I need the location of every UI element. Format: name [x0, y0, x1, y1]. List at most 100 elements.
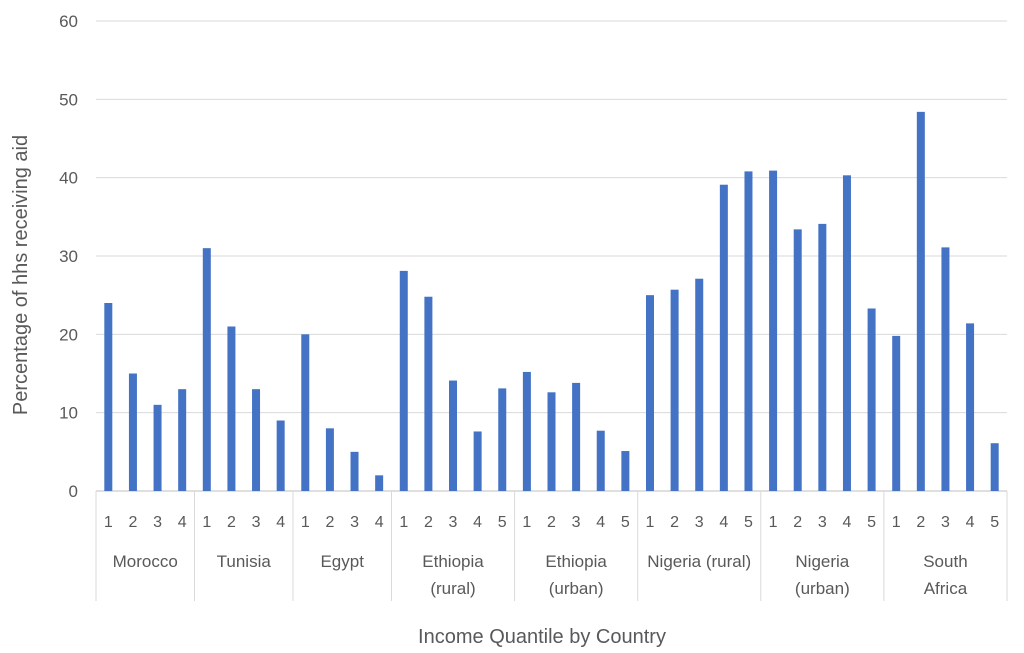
x-group-label: (urban)	[549, 579, 604, 598]
bar	[645, 295, 654, 491]
bar	[572, 382, 581, 491]
bar	[818, 223, 827, 491]
bar	[522, 371, 531, 491]
x-quantile-label: 2	[128, 514, 137, 531]
x-quantile-label: 5	[867, 514, 876, 531]
bar	[128, 373, 137, 491]
x-quantile-label: 3	[695, 514, 704, 531]
x-quantile-label: 1	[399, 514, 408, 531]
bar	[867, 308, 876, 491]
bar	[276, 420, 285, 491]
y-tick-label: 30	[59, 247, 78, 266]
y-tick-label: 20	[59, 325, 78, 344]
bar	[719, 184, 728, 491]
x-quantile-label: 3	[350, 514, 359, 531]
x-group-label: Nigeria (rural)	[647, 552, 751, 571]
x-group-label: (urban)	[795, 579, 850, 598]
x-group-label: Egypt	[320, 552, 364, 571]
bar	[399, 270, 408, 491]
y-axis-ticks: 0 10 20 30 40 50 60	[59, 12, 78, 501]
x-quantile-label: 2	[227, 514, 236, 531]
bar	[941, 247, 950, 491]
bar	[301, 334, 310, 491]
y-tick-label: 10	[59, 404, 78, 423]
x-quantile-label: 2	[547, 514, 556, 531]
x-quantile-label: 2	[793, 514, 802, 531]
bar	[695, 278, 704, 491]
x-quantile-label: 2	[424, 514, 433, 531]
x-quantile-label: 4	[719, 514, 728, 531]
x-group-label: Morocco	[113, 552, 178, 571]
bar	[621, 451, 630, 491]
bar	[424, 296, 433, 491]
bar	[350, 451, 359, 491]
bar	[916, 111, 925, 491]
x-quantile-label: 3	[252, 514, 261, 531]
bar	[104, 303, 113, 491]
x-quantile-label: 3	[941, 514, 950, 531]
x-quantile-label: 4	[596, 514, 605, 531]
y-tick-label: 40	[59, 169, 78, 188]
y-tick-label: 0	[69, 482, 78, 501]
x-quantile-label: 5	[990, 514, 999, 531]
x-quantile-label: 1	[769, 514, 778, 531]
x-quantile-label: 3	[153, 514, 162, 531]
bar	[325, 428, 334, 491]
x-quantile-label: 5	[621, 514, 630, 531]
x-quantile-label: 4	[375, 514, 384, 531]
x-quantile-label: 3	[572, 514, 581, 531]
x-quantile-label: 2	[916, 514, 925, 531]
bar	[769, 170, 778, 491]
bar	[227, 326, 236, 491]
x-quantile-label: 1	[202, 514, 211, 531]
x-group-label: Tunisia	[217, 552, 272, 571]
x-quantile-label: 3	[818, 514, 827, 531]
bar	[449, 380, 458, 491]
x-quantile-label: 4	[178, 514, 187, 531]
y-axis-title: Percentage of hhs receiving aid	[10, 135, 32, 415]
x-group-label: Nigeria	[795, 552, 849, 571]
bar	[793, 229, 802, 491]
x-quantile-label: 2	[670, 514, 679, 531]
x-group-label: (rural)	[430, 579, 475, 598]
bar	[178, 389, 187, 491]
bar	[375, 475, 384, 491]
x-group-label: Ethiopia	[422, 552, 484, 571]
x-quantile-label: 5	[744, 514, 753, 531]
x-group-label: Ethiopia	[545, 552, 607, 571]
x-quantile-label: 1	[646, 514, 655, 531]
x-group-label: South	[923, 552, 967, 571]
x-quantile-label: 4	[473, 514, 482, 531]
bar	[744, 171, 753, 491]
bar	[473, 431, 482, 491]
bar	[990, 443, 999, 491]
x-quantile-label: 1	[104, 514, 113, 531]
bar	[670, 289, 679, 491]
bars	[104, 111, 999, 492]
bar	[202, 248, 211, 491]
bar	[252, 389, 261, 491]
y-tick-label: 60	[59, 12, 78, 31]
bar	[153, 404, 162, 491]
x-group-label: Africa	[924, 579, 968, 598]
x-quantile-label: 2	[325, 514, 334, 531]
gridlines	[96, 20, 1007, 492]
x-quantile-label: 4	[276, 514, 285, 531]
x-quantile-label: 1	[301, 514, 310, 531]
x-quantile-label: 3	[449, 514, 458, 531]
x-quantile-label: 5	[498, 514, 507, 531]
x-quantile-label: 1	[522, 514, 531, 531]
x-quantile-label: 4	[843, 514, 852, 531]
x-axis-title: Income Quantile by Country	[418, 626, 666, 648]
x-quantile-label: 1	[892, 514, 901, 531]
x-quantile-label: 4	[966, 514, 975, 531]
bar	[596, 430, 605, 491]
bar	[966, 323, 975, 491]
bar	[498, 388, 507, 491]
bar	[547, 392, 556, 491]
bar	[892, 335, 901, 491]
y-tick-label: 50	[59, 90, 78, 109]
bar	[842, 175, 851, 492]
